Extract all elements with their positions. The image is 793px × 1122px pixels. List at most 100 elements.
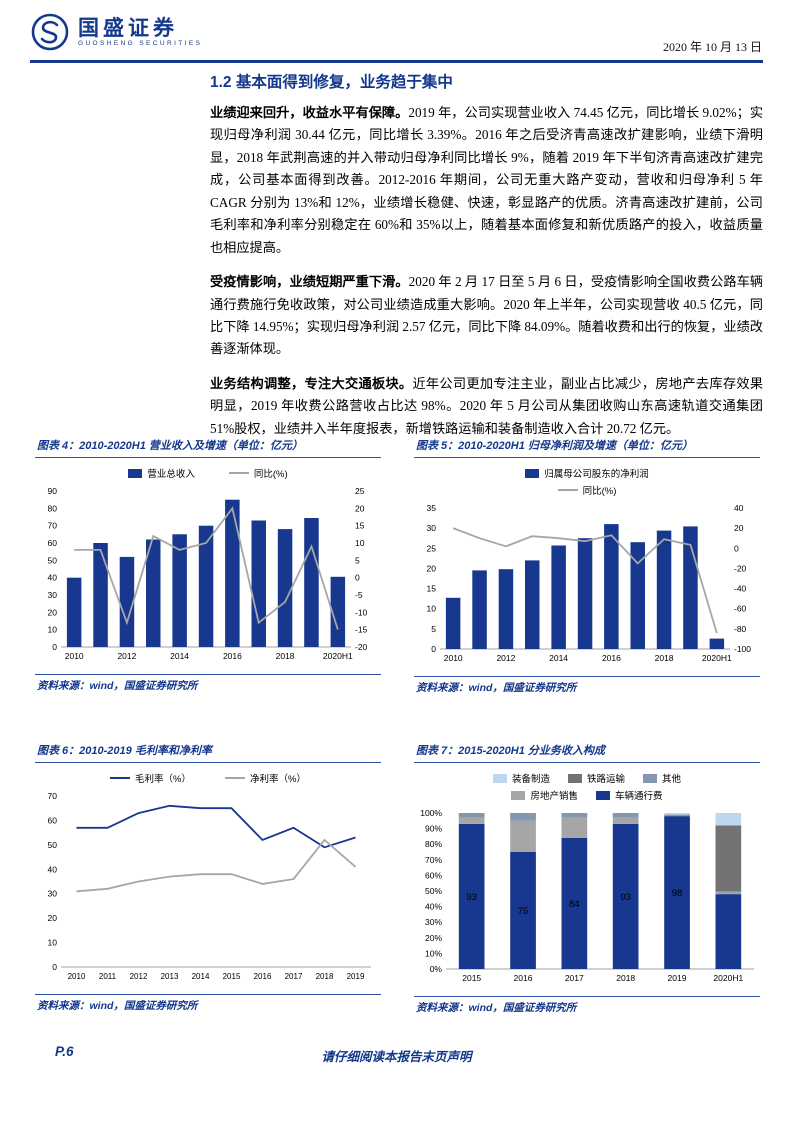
svg-text:2018: 2018 — [316, 972, 334, 981]
svg-text:50%: 50% — [425, 886, 442, 896]
svg-text:0: 0 — [52, 962, 57, 972]
svg-text:2018: 2018 — [616, 973, 635, 983]
figure-6-caption: 图表 6：2010-2019 毛利率和净利率 — [35, 742, 381, 763]
svg-text:-20: -20 — [355, 642, 368, 652]
svg-text:93: 93 — [620, 892, 631, 903]
svg-text:70: 70 — [48, 791, 58, 801]
svg-text:25: 25 — [355, 486, 365, 496]
figure-7-source: 资料来源：wind，国盛证券研究所 — [414, 996, 760, 1015]
svg-text:0%: 0% — [430, 964, 443, 974]
svg-text:5: 5 — [355, 555, 360, 565]
svg-text:60: 60 — [48, 815, 58, 825]
svg-text:80%: 80% — [425, 839, 442, 849]
legend-item: 归属母公司股东的净利润 — [525, 466, 649, 480]
legend-item: 装备制造 — [492, 771, 550, 785]
svg-text:35: 35 — [427, 503, 437, 513]
svg-text:-15: -15 — [355, 625, 368, 635]
svg-text:2012: 2012 — [130, 972, 148, 981]
fig5-svg: 0 5 10 15 20 25 30 35 -100 -80 -60 -40 -20 0 20 40 2010 2… — [427, 503, 752, 663]
figure-4-plot: 0 10 20 30 40 50 60 70 80 90 -20 -15 -10 -5 0 5 10 15 20 25… — [35, 483, 381, 668]
fig7-svg: 0% 10% 20% 30% 40% 50% 60% 70% 80% 90% 100% 93 2015 7… — [420, 808, 754, 983]
legend-label: 装备制造 — [511, 774, 550, 785]
figure-7-caption: 图表 7：2015-2020H1 分业务收入构成 — [414, 742, 760, 763]
svg-text:2019: 2019 — [347, 972, 365, 981]
legend-item: 净利率（%） — [225, 771, 306, 785]
svg-text:-80: -80 — [734, 624, 747, 634]
paragraph-3: 业务结构调整，专注大交通板块。近年公司更加专注主业，副业占比减少，房地产去库存效… — [210, 373, 763, 440]
figure-7: 图表 7：2015-2020H1 分业务收入构成 装备制造 铁路运输 其他 房地产销售… — [414, 742, 760, 1015]
svg-text:10%: 10% — [425, 948, 442, 958]
svg-text:80: 80 — [48, 503, 58, 513]
figure-4-source: 资料来源：wind，国盛证券研究所 — [35, 674, 381, 693]
bar-swatch-icon — [643, 773, 657, 783]
svg-text:2018: 2018 — [655, 653, 674, 663]
svg-text:90%: 90% — [425, 824, 442, 834]
header-rule — [30, 60, 763, 63]
figure-4: 图表 4：2010-2020H1 营业收入及增速（单位：亿元） 营业总收入 同比(… — [35, 437, 381, 693]
legend-label: 归属母公司股东的净利润 — [544, 469, 649, 480]
svg-text:2016: 2016 — [254, 972, 272, 981]
svg-text:-100: -100 — [734, 644, 751, 654]
svg-text:2010: 2010 — [65, 651, 84, 661]
legend-label: 车辆通行费 — [615, 791, 663, 802]
svg-text:10: 10 — [427, 604, 437, 614]
line-swatch-icon — [225, 777, 245, 779]
svg-text:93: 93 — [466, 892, 477, 903]
guosheng-logo-icon — [31, 13, 69, 51]
svg-text:30: 30 — [48, 889, 58, 899]
svg-text:70%: 70% — [425, 855, 442, 865]
legend-row: 装备制造 铁路运输 其他 — [492, 771, 681, 785]
bar-swatch-icon — [567, 773, 582, 783]
legend-item: 其他 — [643, 771, 681, 785]
legend-item: 车辆通行费 — [596, 788, 663, 802]
legend-item: 同比(%) — [228, 466, 288, 480]
svg-text:40: 40 — [48, 864, 58, 874]
svg-text:2016: 2016 — [602, 653, 621, 663]
body-text: 1.2 基本面得到修复，业务趋于集中 业绩迎来回升，收益水平有保障。2019 年… — [210, 70, 763, 452]
svg-text:2015: 2015 — [223, 972, 241, 981]
svg-text:-5: -5 — [355, 590, 363, 600]
bar-swatch-icon — [596, 790, 610, 800]
svg-text:100%: 100% — [420, 808, 442, 818]
svg-text:2011: 2011 — [99, 972, 117, 981]
svg-text:20: 20 — [427, 563, 437, 573]
line-swatch-icon — [228, 472, 249, 474]
legend-row: 归属母公司股东的净利润 — [525, 466, 649, 480]
legend-row: 营业总收入 同比(%) — [128, 466, 288, 480]
legend-label: 铁路运输 — [586, 774, 625, 785]
svg-text:0: 0 — [734, 543, 739, 553]
figure-5-legend: 归属母公司股东的净利润 同比(%) — [414, 458, 760, 500]
brand-name-en: GUOSHENG SECURITIES — [78, 40, 203, 48]
svg-text:50: 50 — [48, 840, 58, 850]
legend-item: 营业总收入 — [128, 466, 195, 480]
svg-text:60%: 60% — [425, 870, 442, 880]
svg-text:2012: 2012 — [117, 651, 136, 661]
legend-row: 毛利率（%） 净利率（%） — [110, 771, 306, 785]
legend-label: 其他 — [662, 774, 682, 785]
svg-text:5: 5 — [431, 624, 436, 634]
paragraph-2-body: 2020 年 2 月 17 日至 5 月 6 日，受疫情影响全国收费公路车辆通行… — [210, 274, 763, 357]
fig6-svg: 0 10 20 30 40 50 60 70 2010 2011 2012 2013 2014 2015 2… — [48, 791, 371, 981]
svg-text:2020H1: 2020H1 — [713, 973, 743, 983]
svg-text:2014: 2014 — [549, 653, 568, 663]
brand-text: 国盛证券 GUOSHENG SECURITIES — [78, 17, 202, 47]
figure-4-legend: 营业总收入 同比(%) — [35, 458, 381, 483]
svg-text:-20: -20 — [734, 563, 747, 573]
legend-item: 铁路运输 — [567, 771, 625, 785]
svg-text:-40: -40 — [734, 584, 747, 594]
paragraph-3-lead: 业务结构调整，专注大交通板块。 — [210, 375, 413, 391]
svg-text:2010: 2010 — [68, 972, 86, 981]
bar-swatch-icon — [492, 773, 507, 783]
paragraph-1-lead: 业绩迎来回升，收益水平有保障。 — [210, 105, 409, 120]
svg-text:10: 10 — [48, 938, 58, 948]
figure-5-plot: 0 5 10 15 20 25 30 35 -100 -80 -60 -40 -20 0 20 40 2010 2… — [414, 500, 760, 670]
svg-text:90: 90 — [48, 486, 58, 496]
svg-text:2016: 2016 — [223, 651, 242, 661]
figure-4-caption: 图表 4：2010-2020H1 营业收入及增速（单位：亿元） — [35, 437, 381, 458]
svg-text:20%: 20% — [425, 933, 442, 943]
figure-5-caption: 图表 5：2010-2020H1 归母净利润及增速（单位：亿元） — [414, 437, 760, 458]
paragraph-1-body: 2019 年，公司实现营业收入 74.45 亿元，同比增长 9.02%；实现归母… — [210, 105, 764, 255]
line-swatch-icon — [557, 489, 578, 491]
svg-text:-10: -10 — [355, 607, 368, 617]
svg-text:40%: 40% — [425, 902, 442, 912]
